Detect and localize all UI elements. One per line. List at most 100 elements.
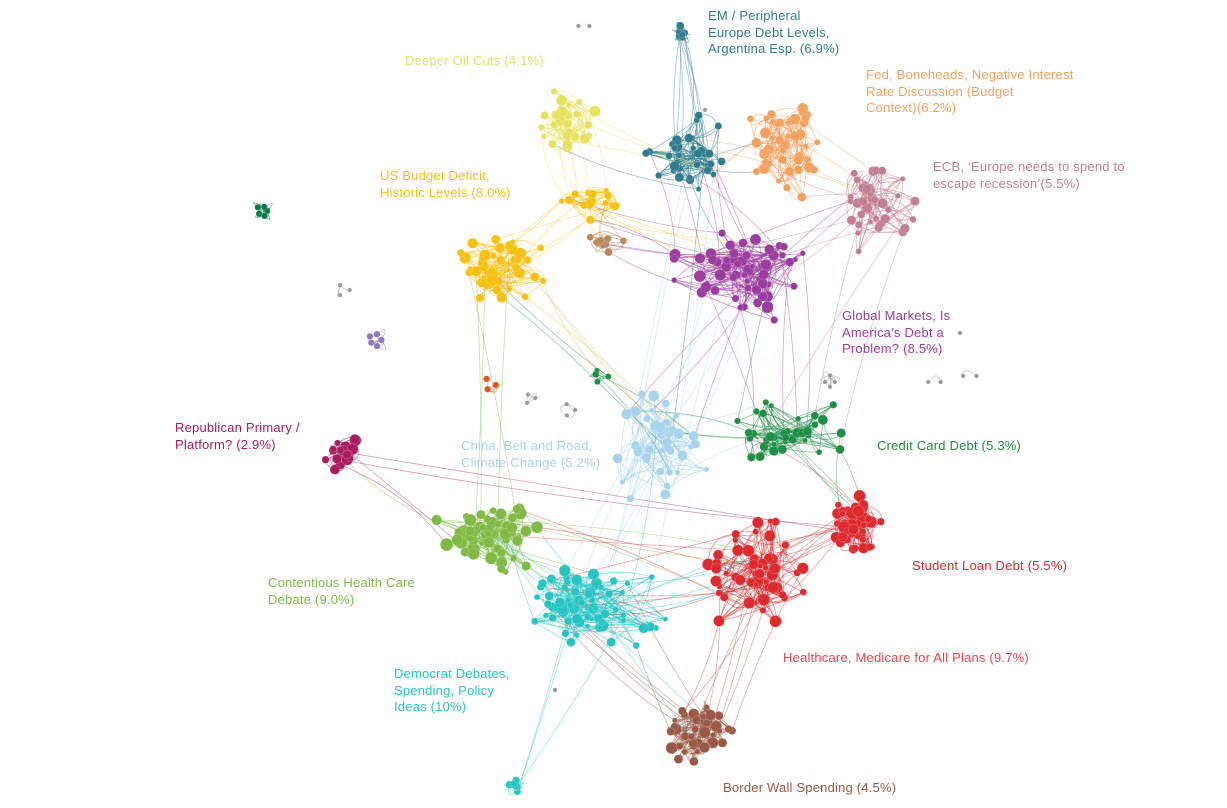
graph-node xyxy=(507,512,518,523)
graph-node xyxy=(757,278,769,289)
graph-node xyxy=(799,588,807,596)
graph-node xyxy=(509,238,516,245)
graph-node xyxy=(551,110,560,119)
graph-node xyxy=(555,119,562,125)
graph-node xyxy=(810,411,819,420)
graph-node xyxy=(706,160,715,168)
graph-node xyxy=(704,149,714,159)
graph-node xyxy=(814,139,821,146)
graph-node xyxy=(624,580,631,587)
graph-node xyxy=(555,94,568,106)
graph-node xyxy=(789,113,801,125)
graph-node xyxy=(506,521,518,534)
graph-node xyxy=(337,282,343,288)
graph-node xyxy=(566,601,574,609)
graph-node xyxy=(678,706,687,716)
graph-node xyxy=(748,559,759,570)
graph-node xyxy=(746,453,756,462)
graph-node xyxy=(694,252,706,264)
graph-node xyxy=(564,617,573,626)
graph-edge xyxy=(649,151,676,255)
graph-node xyxy=(675,742,684,750)
graph-node xyxy=(643,414,651,423)
graph-node xyxy=(724,725,733,733)
graph-node xyxy=(707,255,718,265)
graph-node xyxy=(910,196,920,206)
graph-node xyxy=(663,443,673,453)
graph-node xyxy=(587,568,600,581)
label-line: EM / Peripheral xyxy=(708,8,801,23)
graph-node xyxy=(877,166,887,176)
graph-node xyxy=(660,489,671,500)
graph-node xyxy=(632,641,640,650)
graph-node xyxy=(547,577,554,584)
graph-node xyxy=(909,215,917,223)
graph-node xyxy=(493,520,502,528)
graph-node xyxy=(542,612,549,619)
graph-node xyxy=(894,192,901,199)
graph-node xyxy=(766,109,777,119)
graph-node xyxy=(644,457,651,464)
graph-edge xyxy=(578,101,607,191)
graph-node xyxy=(768,445,779,457)
label-line: China, Belt and Road, xyxy=(461,438,593,453)
graph-edge xyxy=(536,526,756,574)
label-line: Problem? (8.5%) xyxy=(842,341,943,356)
graph-node xyxy=(693,161,701,169)
graph-edge xyxy=(342,456,465,533)
graph-node xyxy=(693,269,707,283)
graph-node xyxy=(490,234,501,245)
graph-edge xyxy=(558,592,720,609)
graph-node xyxy=(490,252,497,259)
label-line: Fed, Boneheads, Negative Interest xyxy=(866,67,1074,82)
graph-node xyxy=(560,583,569,592)
graph-node xyxy=(554,597,566,608)
graph-edge xyxy=(516,608,575,792)
graph-node xyxy=(585,215,595,225)
label-line: Debate (9.0%) xyxy=(268,591,355,607)
label-line: America’s Debt a xyxy=(842,324,944,340)
graph-edge xyxy=(658,142,757,176)
graph-edge xyxy=(771,405,841,450)
graph-node xyxy=(561,629,570,638)
graph-edge xyxy=(710,250,790,263)
graph-node xyxy=(620,408,632,420)
graph-node xyxy=(802,437,808,444)
graph-node xyxy=(802,426,813,436)
graph-node xyxy=(716,727,723,735)
graph-edge xyxy=(803,122,916,202)
graph-node xyxy=(801,114,810,123)
graph-node xyxy=(562,139,573,150)
graph-node xyxy=(795,415,802,422)
graph-edge xyxy=(550,533,736,581)
graph-node xyxy=(571,587,580,597)
graph-node xyxy=(489,506,497,515)
graph-node xyxy=(512,504,522,514)
graph-node xyxy=(606,637,616,647)
graph-node xyxy=(514,255,523,264)
graph-node xyxy=(862,184,873,195)
graph-edge xyxy=(705,286,757,412)
graph-node xyxy=(431,514,443,526)
label-em-peripheral-europe-debt: EM / Peripheral Europe Debt Levels, Arge… xyxy=(708,8,839,58)
label-border-wall-spending: Border Wall Spending (4.5%) xyxy=(723,780,896,797)
graph-node xyxy=(867,191,874,198)
graph-node xyxy=(751,137,762,148)
graph-node xyxy=(778,590,787,600)
graph-node xyxy=(654,421,666,434)
graph-edge xyxy=(516,578,579,792)
graph-node xyxy=(671,277,678,284)
graph-node xyxy=(767,518,774,525)
label-fed-negative-interest: Fed, Boneheads, Negative Interest Rate D… xyxy=(866,67,1074,117)
graph-edge xyxy=(705,249,770,288)
graph-node xyxy=(768,402,775,409)
graph-edge xyxy=(598,449,640,619)
graph-node xyxy=(509,780,518,789)
graph-edge xyxy=(770,404,834,437)
label-line: Student Loan Debt (5.5%) xyxy=(912,558,1068,573)
graph-node xyxy=(780,242,789,251)
label-line: Democrat Debates, xyxy=(394,666,510,681)
label-line: Climate Change (5.2%) xyxy=(461,454,601,470)
graph-node xyxy=(762,398,770,406)
graph-node xyxy=(779,147,786,154)
